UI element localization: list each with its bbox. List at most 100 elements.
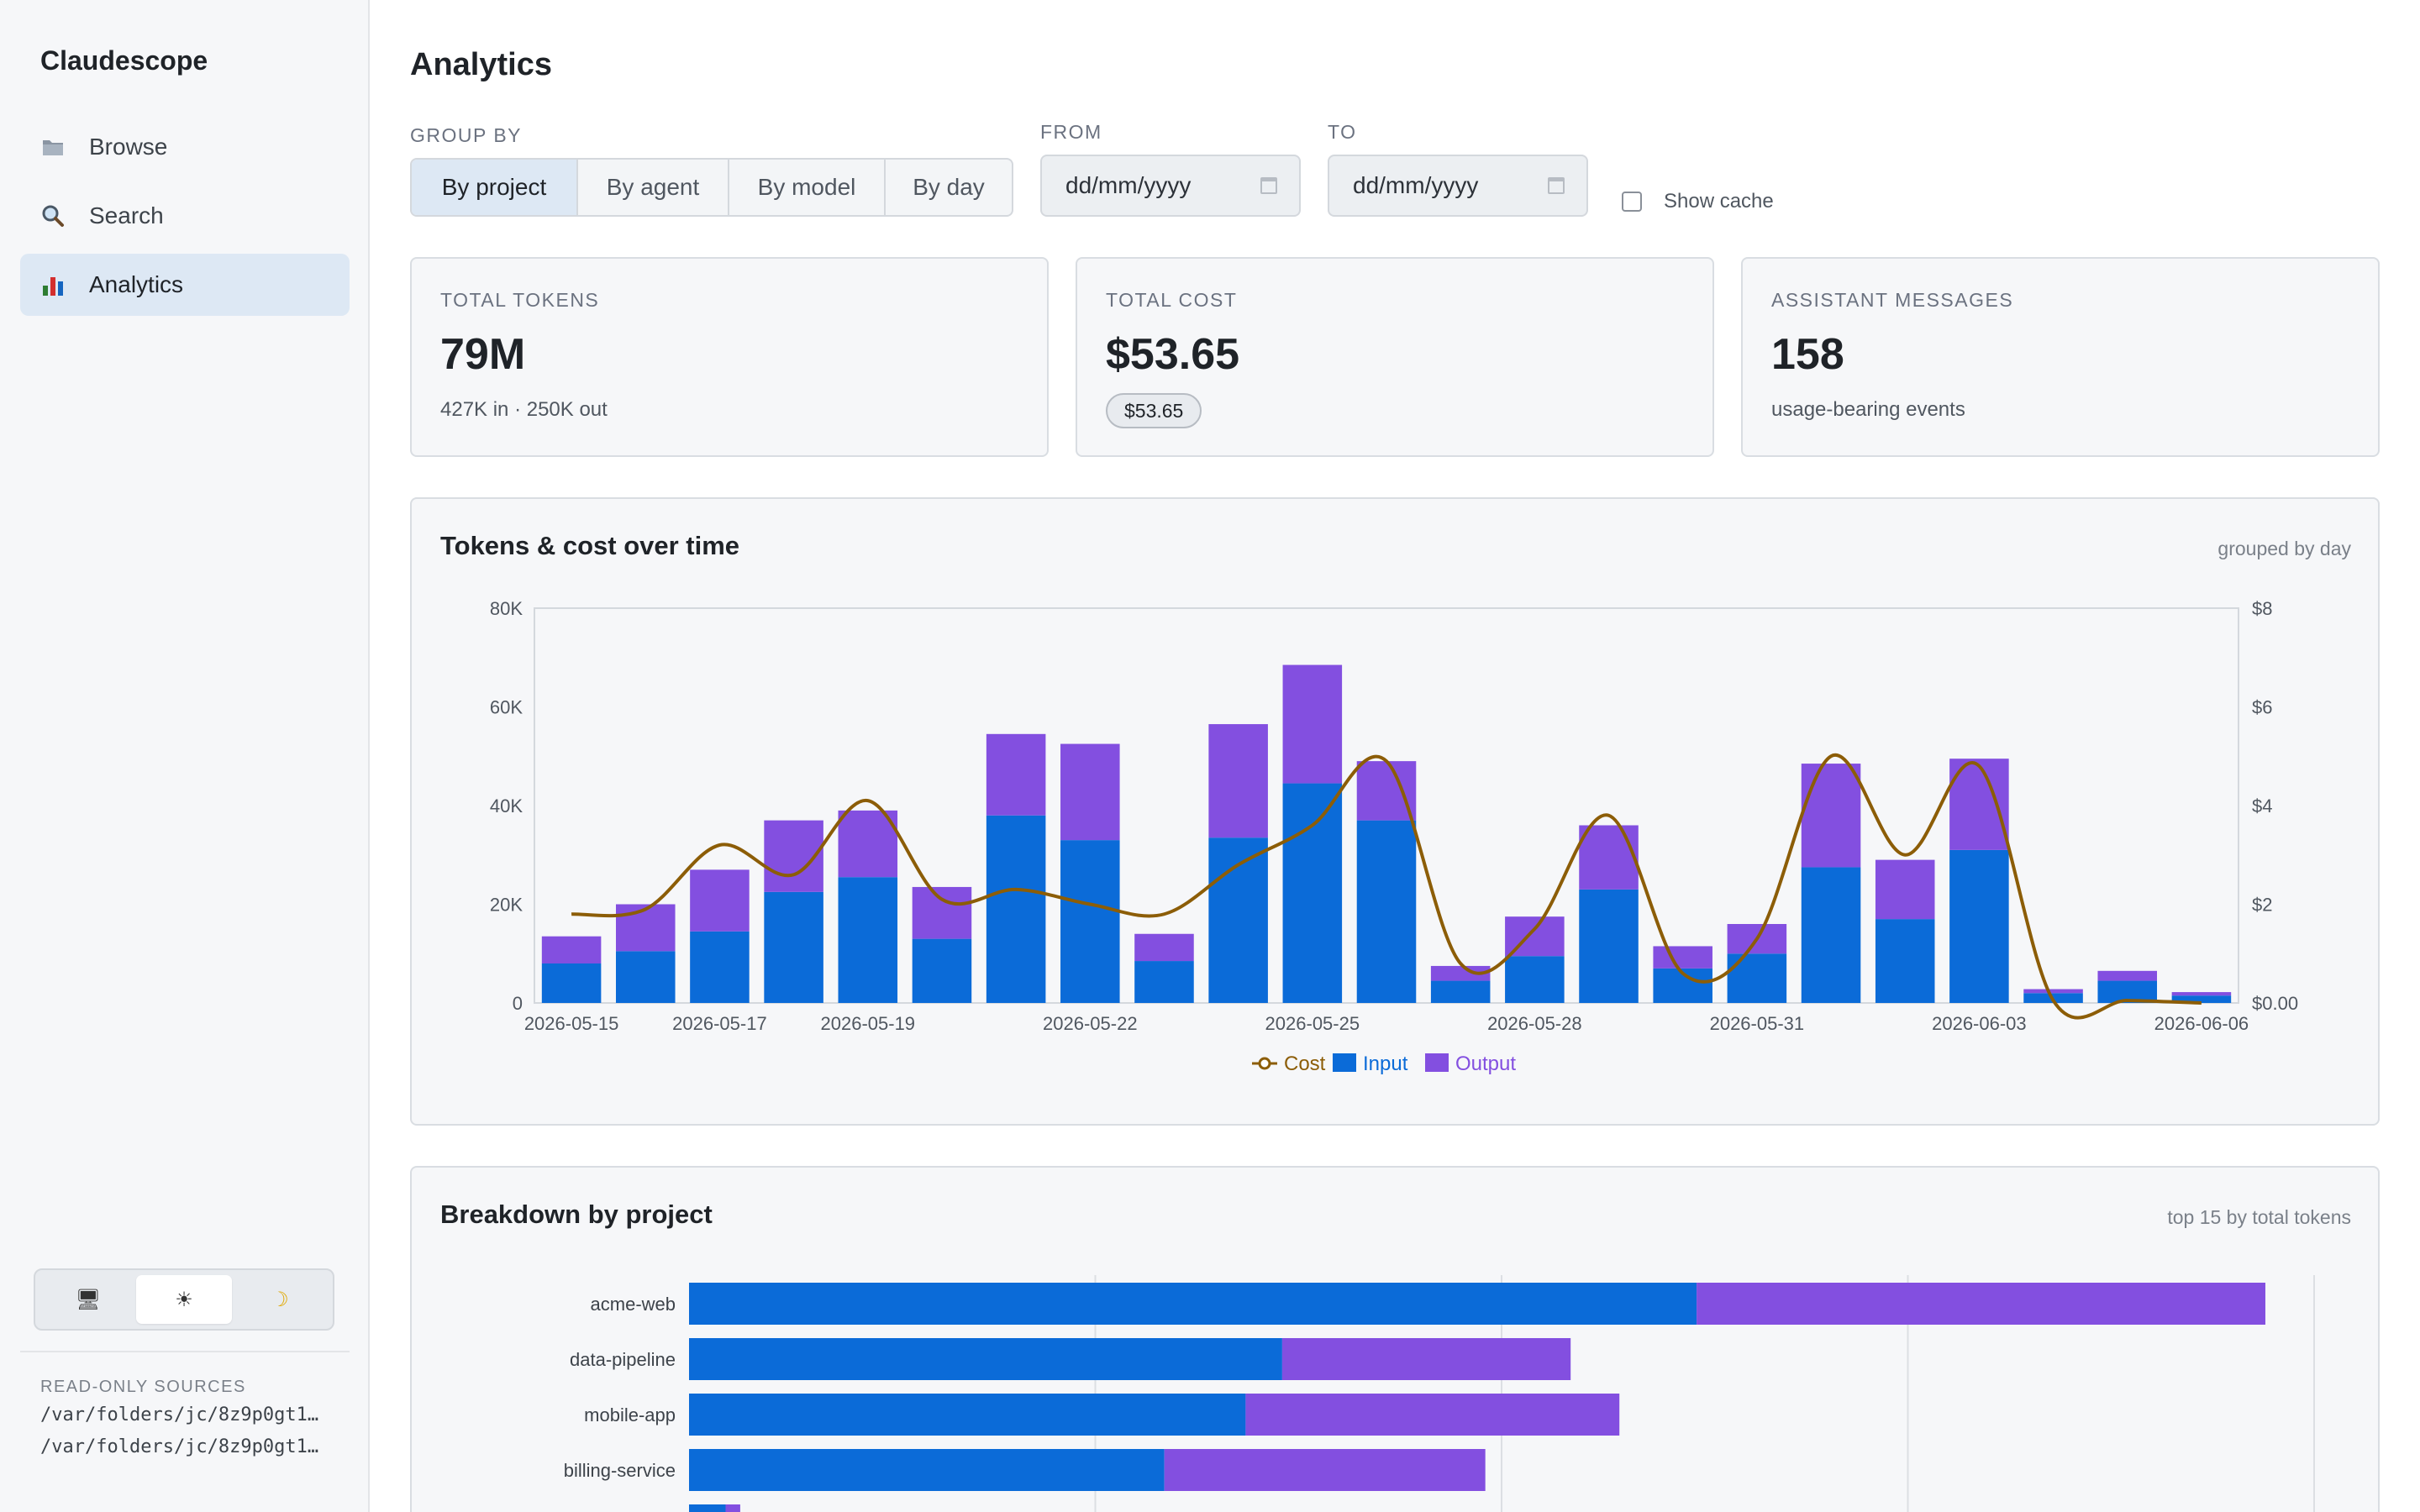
bar-output[interactable] bbox=[1653, 946, 1712, 969]
breakdown-panel: Breakdown by project top 15 by total tok… bbox=[410, 1166, 2380, 1512]
chart-legend: Cost Input Output bbox=[1252, 1053, 1516, 1075]
bar-input[interactable] bbox=[689, 1394, 1246, 1436]
sidebar-item-browse[interactable]: Browse bbox=[20, 116, 350, 178]
sun-icon[interactable]: ☀ bbox=[136, 1275, 232, 1324]
bar-output[interactable] bbox=[1164, 1449, 1486, 1491]
bar-output[interactable] bbox=[1282, 664, 1343, 784]
bar-input[interactable] bbox=[689, 1283, 1697, 1325]
legend-input-label[interactable]: Input bbox=[1363, 1053, 1408, 1075]
bar-output[interactable] bbox=[912, 886, 972, 939]
to-date-input[interactable]: dd/mm/yyyy bbox=[1328, 155, 1588, 217]
panel-title: Tokens & cost over time bbox=[440, 531, 740, 560]
card-value: 79M bbox=[440, 330, 526, 379]
panel-title: Breakdown by project bbox=[440, 1200, 713, 1229]
bar-output[interactable] bbox=[1245, 1394, 1620, 1436]
bar-input[interactable] bbox=[1134, 961, 1194, 1003]
bar-output[interactable] bbox=[1579, 825, 1639, 890]
x-tick-label: 2026-06-03 bbox=[1932, 1013, 2027, 1034]
category-label: acme-web bbox=[591, 1294, 676, 1315]
bar-input[interactable] bbox=[1875, 919, 1935, 1003]
bar-output[interactable] bbox=[1430, 965, 1491, 981]
bar-input[interactable] bbox=[1282, 783, 1343, 1003]
bar-input[interactable] bbox=[986, 815, 1046, 1003]
bar-input[interactable] bbox=[689, 1504, 726, 1512]
cost-line[interactable] bbox=[571, 753, 2202, 1020]
bar-output[interactable] bbox=[1697, 1283, 2265, 1325]
group-by-model-button[interactable]: By model bbox=[729, 160, 886, 215]
timeline-chart: 0 20K 40K 60K 80K $0.00 $2 $4 $6 $8 2026-05-15 2026… bbox=[490, 598, 2298, 1075]
bar-input[interactable] bbox=[689, 1449, 1165, 1491]
sidebar-item-label: Analytics bbox=[89, 271, 184, 297]
x-tick-label: 2026-05-22 bbox=[1043, 1013, 1138, 1034]
from-date-input[interactable]: dd/mm/yyyy bbox=[1040, 155, 1301, 217]
bar-output[interactable] bbox=[1208, 724, 1268, 838]
bar-input[interactable] bbox=[1356, 820, 1417, 1003]
x-tick-label: 2026-05-25 bbox=[1265, 1013, 1360, 1034]
from-label: FROM bbox=[1040, 121, 1102, 143]
show-cache-label[interactable]: Show cache bbox=[1664, 190, 1774, 213]
to-date-placeholder: dd/mm/yyyy bbox=[1353, 172, 1479, 198]
bar-input[interactable] bbox=[764, 891, 823, 1003]
group-by-day-button[interactable]: By day bbox=[913, 174, 985, 200]
bar-output[interactable] bbox=[1134, 933, 1194, 962]
sidebar: Claudescope Browse Search Analytics 🖥 ☀ … bbox=[0, 0, 370, 1512]
bar-output[interactable] bbox=[2171, 992, 2232, 996]
sources-label: READ-ONLY SOURCES bbox=[40, 1378, 246, 1396]
bar-output[interactable] bbox=[1281, 1338, 1571, 1380]
moon-icon[interactable]: ☽ bbox=[271, 1288, 289, 1311]
bar-input[interactable] bbox=[541, 963, 602, 1003]
y-left-tick-label: 60K bbox=[490, 697, 523, 718]
legend-cost-marker bbox=[1258, 1057, 1271, 1070]
bar-output[interactable] bbox=[1060, 743, 1120, 841]
bar-output[interactable] bbox=[986, 733, 1046, 816]
bar-output[interactable] bbox=[541, 936, 602, 963]
x-tick-label: 2026-05-28 bbox=[1487, 1013, 1582, 1034]
calendar-icon[interactable] bbox=[1260, 177, 1277, 194]
group-by-segmented-control: By project By agent By model By day bbox=[410, 158, 1013, 217]
bar-input[interactable] bbox=[1430, 980, 1491, 1003]
bar-output[interactable] bbox=[838, 810, 898, 878]
legend-cost-label[interactable]: Cost bbox=[1284, 1053, 1326, 1075]
bar-input[interactable] bbox=[1949, 849, 2009, 1003]
bar-input[interactable] bbox=[2171, 995, 2232, 1003]
bar-output[interactable] bbox=[2023, 989, 2083, 994]
y-left-tick-label: 40K bbox=[490, 795, 523, 816]
sidebar-item-analytics[interactable]: Analytics bbox=[20, 254, 350, 316]
total-cost-card: TOTAL COST $53.65 $53.65 bbox=[1076, 257, 1714, 457]
bar-input[interactable] bbox=[1060, 840, 1120, 1003]
page-title: Analytics bbox=[410, 47, 552, 82]
bar-output[interactable] bbox=[2097, 970, 2158, 981]
bar-output[interactable] bbox=[1356, 761, 1417, 821]
group-by-project-button[interactable]: By project bbox=[412, 160, 578, 215]
bar-input[interactable] bbox=[1801, 867, 1861, 1003]
bar-input[interactable] bbox=[1208, 837, 1268, 1003]
legend-input-swatch bbox=[1333, 1053, 1356, 1072]
bar-input[interactable] bbox=[1505, 956, 1565, 1003]
calendar-icon[interactable] bbox=[1548, 177, 1565, 194]
bar-input[interactable] bbox=[689, 1338, 1282, 1380]
bar-input[interactable] bbox=[912, 938, 972, 1003]
bar-output[interactable] bbox=[690, 869, 750, 932]
legend-output-label[interactable]: Output bbox=[1455, 1053, 1516, 1075]
source-path: /var/folders/jc/8z9p0gt1… bbox=[40, 1436, 319, 1457]
bar-output[interactable] bbox=[1801, 764, 1861, 868]
panel-note: grouped by day bbox=[2217, 538, 2351, 559]
group-by-agent-button[interactable]: By agent bbox=[578, 160, 729, 215]
bar-input[interactable] bbox=[690, 931, 750, 1003]
category-label: billing-service bbox=[564, 1460, 676, 1481]
show-cache-checkbox[interactable] bbox=[1622, 192, 1642, 212]
monitor-icon[interactable]: 🖥 bbox=[75, 1288, 102, 1311]
sidebar-item-search[interactable]: Search bbox=[20, 185, 350, 247]
bar-output[interactable] bbox=[615, 904, 676, 952]
bar-input[interactable] bbox=[615, 951, 676, 1003]
bar-input[interactable] bbox=[1727, 953, 1787, 1003]
bar-output[interactable] bbox=[1875, 859, 1935, 920]
card-subtext: usage-bearing events bbox=[1771, 398, 1965, 421]
bar-output[interactable] bbox=[725, 1504, 740, 1512]
bar-input[interactable] bbox=[838, 877, 898, 1003]
bar-input[interactable] bbox=[1579, 889, 1639, 1003]
y-left-tick-label: 20K bbox=[490, 895, 523, 916]
x-tick-label: 2026-05-19 bbox=[821, 1013, 916, 1034]
magnifier-icon bbox=[40, 203, 66, 228]
from-date-placeholder: dd/mm/yyyy bbox=[1065, 172, 1192, 198]
